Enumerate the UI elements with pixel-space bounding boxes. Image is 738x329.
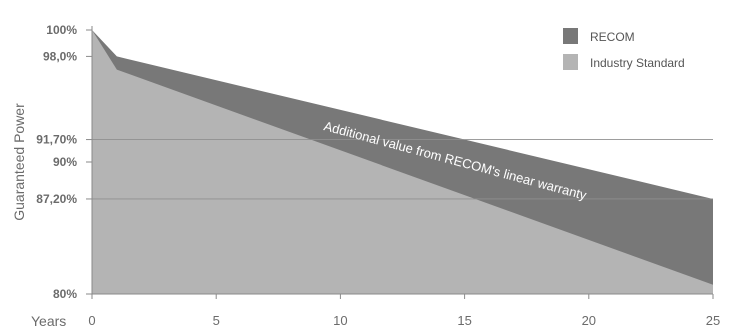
y-tick-label-5: 80% (53, 287, 77, 301)
area-series-1 (92, 30, 713, 294)
y-axis-title: Guaranteed Power (11, 103, 27, 221)
x-tick-label-2: 10 (333, 313, 347, 328)
axes (91, 26, 713, 295)
y-tick-label-3: 90% (53, 155, 77, 169)
y-tick-label-4: 87,20% (36, 192, 77, 206)
y-tick-labels: 100% 98,0% 91,70% 90% 87,20% 80% (36, 23, 92, 301)
y-tick-label-1: 98,0% (43, 49, 77, 63)
legend: RECOM Industry Standard (563, 28, 685, 70)
legend-swatch-0 (563, 28, 578, 44)
y-tick-label-2: 91,70% (36, 133, 77, 147)
legend-label-1: Industry Standard (590, 56, 685, 70)
x-tick-labels: 0 5 10 15 20 25 (88, 294, 720, 328)
x-tick-label-1: 5 (213, 313, 220, 328)
gridlines-overlay (92, 139, 713, 200)
x-axis-title: Years (31, 313, 66, 329)
x-tick-label-5: 25 (706, 313, 720, 328)
legend-label-0: RECOM (590, 30, 635, 44)
plot-areas (92, 30, 713, 294)
y-tick-label-0: 100% (46, 23, 77, 37)
legend-swatch-1 (563, 54, 578, 70)
x-tick-label-3: 15 (457, 313, 471, 328)
x-tick-label-4: 20 (582, 313, 596, 328)
x-tick-label-0: 0 (88, 313, 95, 328)
